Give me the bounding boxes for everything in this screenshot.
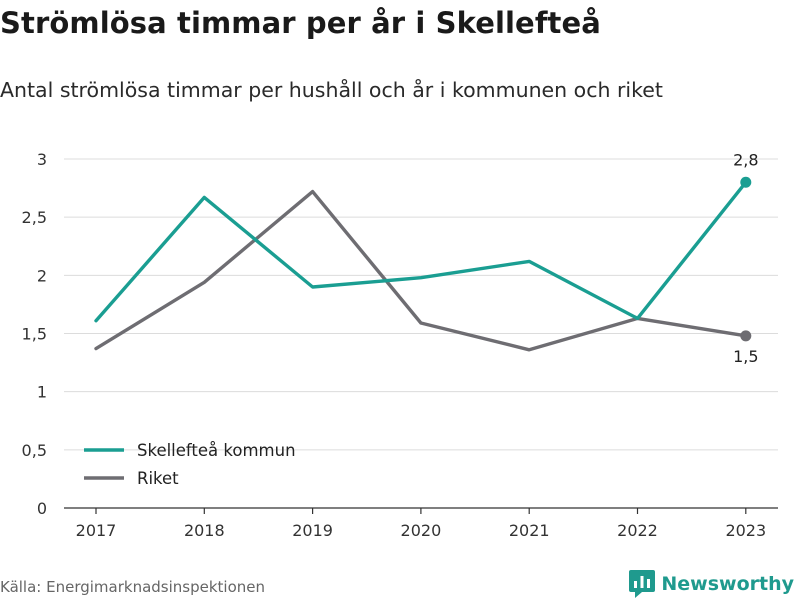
y-tick-label: 0 xyxy=(37,499,47,518)
x-tick-label: 2018 xyxy=(184,521,225,540)
source-note: Källa: Energimarknadsinspektionen xyxy=(0,578,266,596)
x-tick-label: 2020 xyxy=(401,521,442,540)
y-tick-label: 2 xyxy=(37,266,47,285)
y-tick-label: 2,5 xyxy=(22,208,47,227)
y-tick-label: 0,5 xyxy=(22,441,47,460)
y-tick-label: 1 xyxy=(37,383,47,402)
x-tick-label: 2019 xyxy=(292,521,333,540)
series-line-riket xyxy=(94,189,748,352)
x-tick-label: 2023 xyxy=(725,521,766,540)
end-value-label: 1,5 xyxy=(733,347,758,366)
legend-label: Skellefteå kommun xyxy=(137,441,296,460)
y-tick-label: 1,5 xyxy=(22,325,47,344)
chart-title: Strömlösa timmar per år i Skellefteå xyxy=(0,6,601,40)
x-tick-label: 2021 xyxy=(509,521,550,540)
brand-name: Newsworthy xyxy=(661,573,794,595)
chart-subtitle: Antal strömlösa timmar per hushåll och å… xyxy=(0,78,663,102)
end-point-marker xyxy=(740,176,752,188)
brand-logo[interactable]: Newsworthy xyxy=(629,570,794,598)
series-line-skelleftea xyxy=(94,180,748,323)
newsworthy-logo-icon xyxy=(629,570,656,598)
legend-label: Riket xyxy=(137,469,179,488)
end-point-marker xyxy=(740,330,752,342)
end-value-label: 2,8 xyxy=(733,150,758,169)
x-tick-label: 2017 xyxy=(76,521,117,540)
y-tick-label: 3 xyxy=(37,150,47,169)
line-chart: 0 0,5 1 1,5 2 2,5 3 2017 2018 2019 2020 2021 2022 202… xyxy=(22,150,778,540)
x-tick-label: 2022 xyxy=(617,521,658,540)
